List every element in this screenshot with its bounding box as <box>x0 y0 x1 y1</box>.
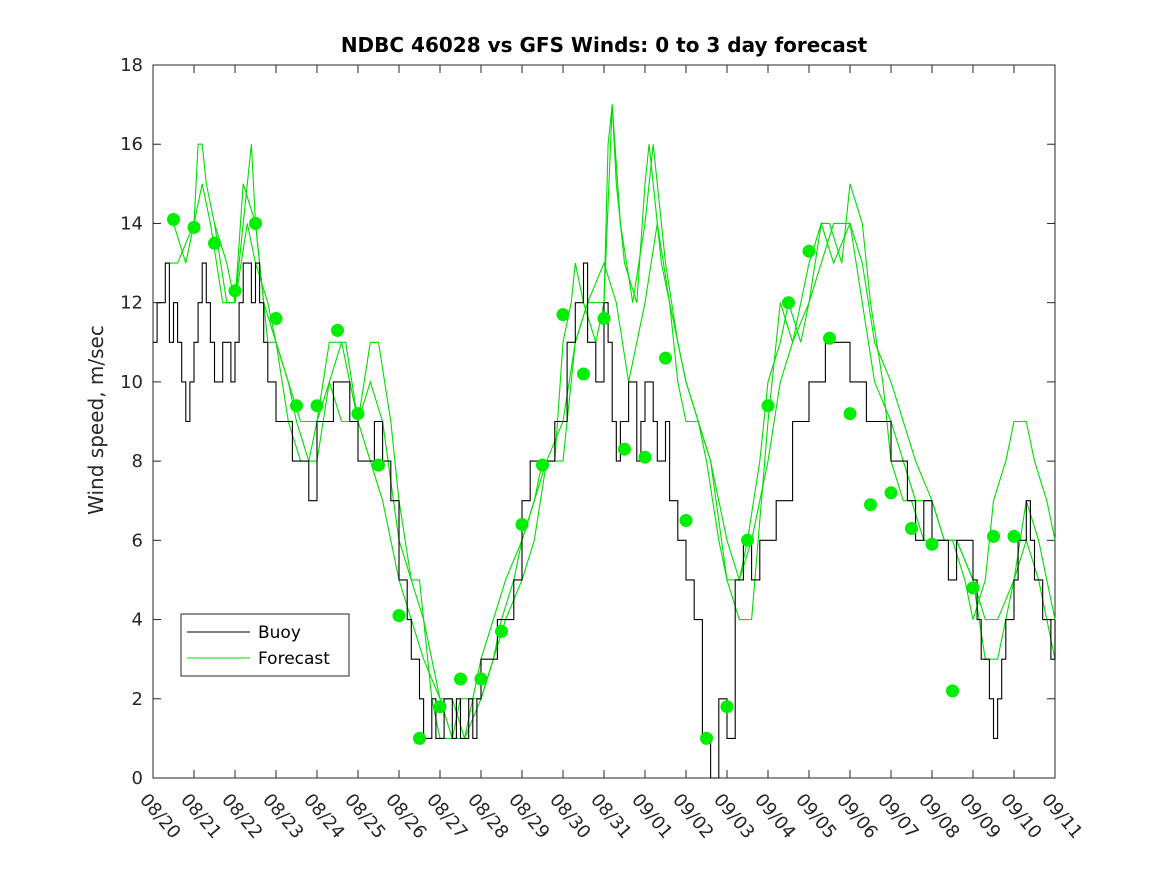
y-tick-label: 18 <box>120 55 143 76</box>
legend-label-buoy: Buoy <box>258 623 301 643</box>
forecast-point <box>433 700 447 714</box>
forecast-point <box>249 216 262 230</box>
series-line-forecast <box>172 104 1056 739</box>
forecast-point <box>659 351 672 365</box>
forecast-point <box>269 312 283 325</box>
forecast-point <box>966 581 980 595</box>
y-tick-label: 16 <box>120 134 143 155</box>
y-tick-label: 10 <box>120 372 143 393</box>
y-tick-label: 4 <box>132 610 143 631</box>
forecast-point <box>228 284 242 298</box>
forecast-point <box>310 399 324 413</box>
marker-layer <box>167 213 1021 745</box>
chart-title: NDBC 46028 vs GFS Winds: 0 to 3 day fore… <box>341 33 868 57</box>
legend-label-forecast: Forecast <box>258 649 330 669</box>
forecast-point <box>638 450 652 464</box>
series-line-buoy <box>153 262 1056 779</box>
forecast-point <box>782 296 795 310</box>
forecast-point <box>618 442 631 456</box>
forecast-point <box>454 672 467 686</box>
forecast-point <box>208 236 221 250</box>
forecast-point <box>495 624 508 638</box>
forecast-point <box>167 213 180 226</box>
forecast-point <box>597 312 611 325</box>
y-tick-label: 0 <box>132 768 143 789</box>
forecast-point <box>331 323 344 337</box>
forecast-point <box>843 407 857 421</box>
y-tick-label: 2 <box>132 689 143 710</box>
forecast-point <box>577 367 590 381</box>
y-tick-label: 14 <box>120 213 143 234</box>
forecast-point <box>536 458 549 472</box>
forecast-point <box>946 684 959 698</box>
forecast-point <box>392 609 406 623</box>
y-tick-label: 8 <box>132 451 143 472</box>
forecast-point <box>351 407 365 421</box>
forecast-point <box>884 486 898 500</box>
forecast-point <box>556 308 570 322</box>
forecast-point <box>290 399 303 413</box>
forecast-point <box>1007 529 1021 543</box>
forecast-point <box>925 537 939 551</box>
forecast-point <box>474 672 488 686</box>
forecast-point <box>720 700 734 714</box>
series-line-forecast <box>213 222 1056 739</box>
forecast-point <box>987 529 1000 543</box>
y-tick-label: 6 <box>132 530 143 551</box>
forecast-point <box>679 514 693 527</box>
forecast-point <box>741 533 754 547</box>
forecast-point <box>372 458 385 472</box>
forecast-point <box>823 331 836 345</box>
y-tick-label: 12 <box>120 293 143 314</box>
legend: Buoy Forecast <box>180 613 350 677</box>
y-axis-label: Wind speed, m/sec <box>84 325 108 515</box>
legend-box <box>180 613 350 677</box>
forecast-point <box>802 244 816 258</box>
forecast-point <box>905 522 918 535</box>
forecast-point <box>864 498 877 512</box>
forecast-point <box>187 220 201 234</box>
forecast-point <box>413 731 426 745</box>
forecast-point <box>700 731 713 745</box>
forecast-point <box>761 399 775 413</box>
forecast-point <box>515 518 529 531</box>
